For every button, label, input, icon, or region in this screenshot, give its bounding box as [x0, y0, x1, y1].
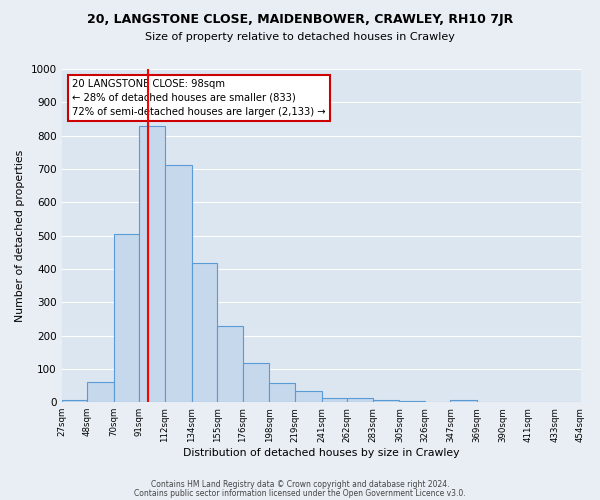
Bar [269, 383, 295, 402]
Bar [139, 126, 165, 402]
Bar [451, 400, 477, 402]
Text: Contains public sector information licensed under the Open Government Licence v3: Contains public sector information licen… [134, 488, 466, 498]
Bar [373, 400, 400, 402]
Bar [62, 400, 87, 402]
Bar [400, 400, 425, 402]
Text: 20 LANGSTONE CLOSE: 98sqm
← 28% of detached houses are smaller (833)
72% of semi: 20 LANGSTONE CLOSE: 98sqm ← 28% of detac… [72, 79, 326, 117]
Bar [322, 398, 347, 402]
Bar [242, 363, 269, 402]
Text: Contains HM Land Registry data © Crown copyright and database right 2024.: Contains HM Land Registry data © Crown c… [151, 480, 449, 489]
Bar [191, 263, 217, 402]
Bar [217, 326, 242, 402]
Bar [165, 164, 191, 402]
Y-axis label: Number of detached properties: Number of detached properties [15, 150, 25, 322]
Text: 20, LANGSTONE CLOSE, MAIDENBOWER, CRAWLEY, RH10 7JR: 20, LANGSTONE CLOSE, MAIDENBOWER, CRAWLE… [87, 12, 513, 26]
Bar [347, 398, 373, 402]
Bar [295, 391, 322, 402]
X-axis label: Distribution of detached houses by size in Crawley: Distribution of detached houses by size … [183, 448, 459, 458]
Bar [87, 382, 114, 402]
Bar [114, 234, 139, 402]
Text: Size of property relative to detached houses in Crawley: Size of property relative to detached ho… [145, 32, 455, 42]
